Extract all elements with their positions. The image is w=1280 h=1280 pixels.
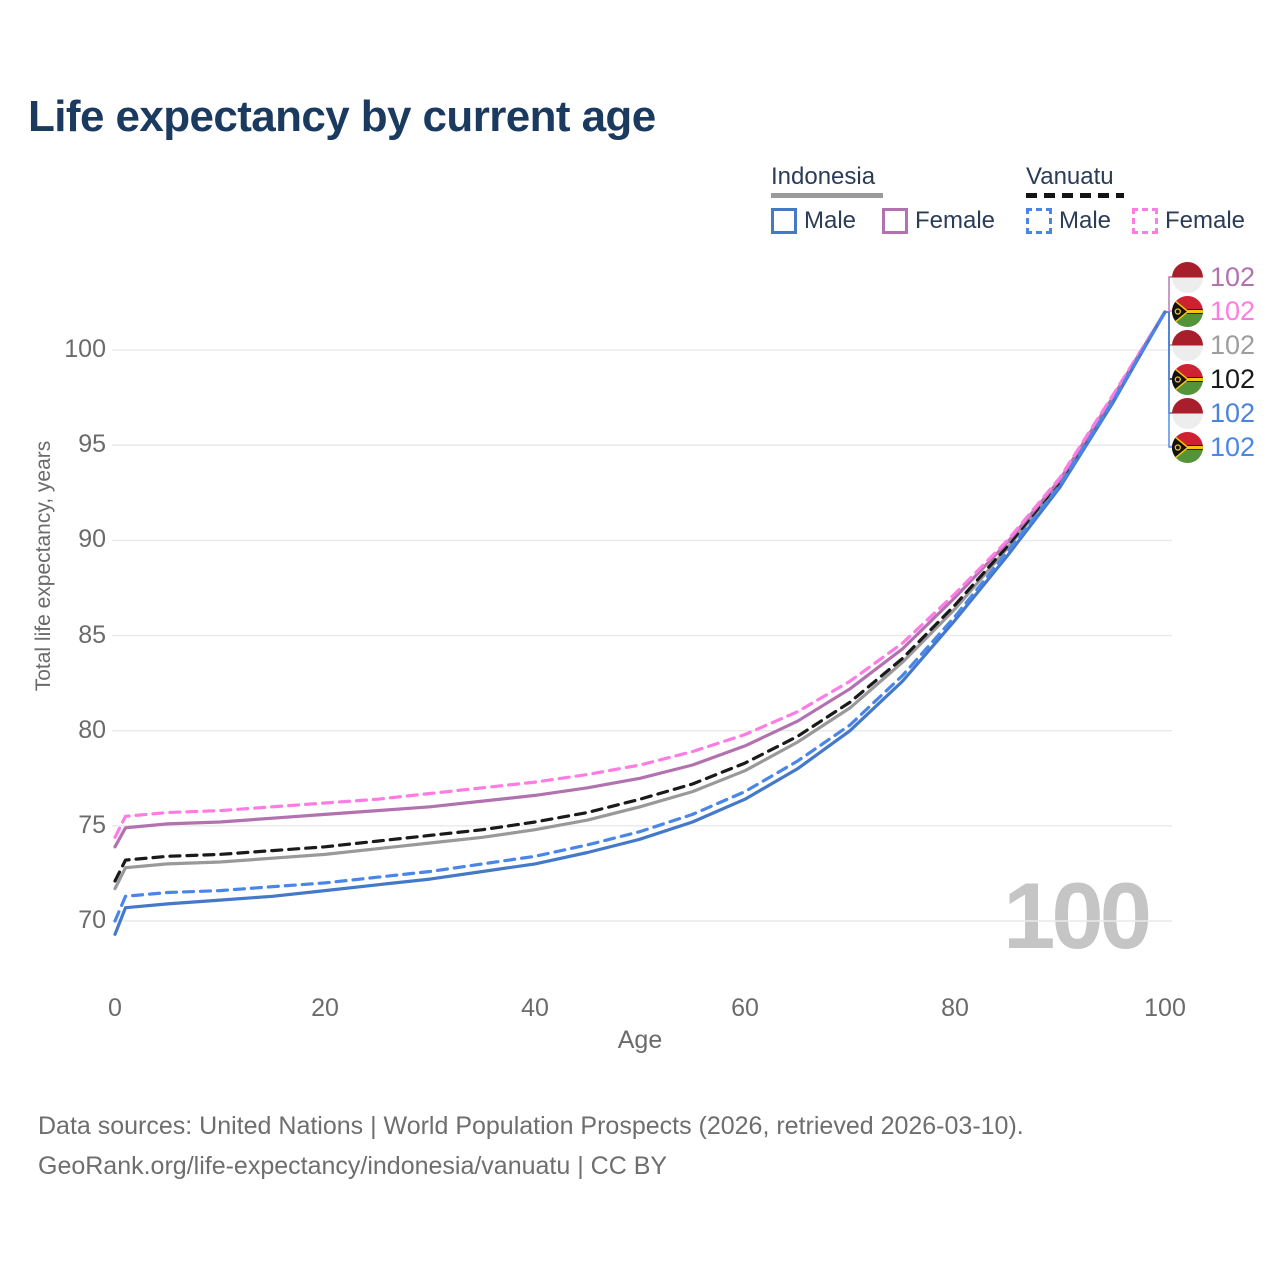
attribution-text: GeoRank.org/life-expectancy/indonesia/va… bbox=[38, 1152, 668, 1180]
legend-item-indonesia-female[interactable]: Female bbox=[882, 207, 995, 235]
end-value: 102 bbox=[1210, 261, 1256, 292]
line-indonesia-total[interactable] bbox=[113, 310, 1167, 891]
legend-country-vanuatu[interactable]: Vanuatu bbox=[1026, 163, 1114, 190]
series-end-label-indonesia-total[interactable]: 102 bbox=[1172, 328, 1255, 362]
legend-group-vanuatu: Vanuatu bbox=[1026, 164, 1124, 198]
line-vanuatu-male[interactable] bbox=[113, 310, 1167, 923]
leader-line bbox=[1165, 311, 1174, 448]
end-value: 102 bbox=[1210, 363, 1256, 394]
legend-country-indonesia[interactable]: Indonesia bbox=[771, 163, 876, 190]
y-tick-label: 75 bbox=[78, 810, 106, 839]
legend-item-vanuatu-male[interactable]: Male bbox=[1026, 207, 1111, 235]
legend-group-indonesia: Indonesia bbox=[771, 164, 883, 198]
indonesia-flag-icon bbox=[1172, 261, 1203, 293]
indonesia-flag-red bbox=[1172, 397, 1203, 413]
end-value: 102 bbox=[1210, 431, 1256, 462]
indonesia-female-swatch-icon bbox=[882, 208, 908, 234]
x-tick-label: 40 bbox=[521, 994, 549, 1022]
page-title: Life expectancy by current age bbox=[28, 92, 656, 141]
indonesia-flag-white bbox=[1172, 345, 1203, 361]
data-sources-text: Data sources: United Nations | World Pop… bbox=[38, 1112, 1024, 1140]
end-value: 102 bbox=[1210, 397, 1256, 428]
age-watermark: 100 bbox=[1003, 863, 1152, 968]
legend-label: Female bbox=[915, 207, 996, 234]
legend-label: Male bbox=[804, 207, 857, 234]
indonesia-male-swatch-icon bbox=[771, 208, 797, 234]
legend-item-vanuatu-female[interactable]: Female bbox=[1132, 207, 1245, 235]
x-tick-label: 20 bbox=[311, 994, 339, 1022]
x-tick-label: 80 bbox=[941, 994, 969, 1022]
indonesia-flag-icon bbox=[1172, 397, 1203, 429]
y-tick-label: 80 bbox=[78, 715, 106, 744]
indonesia-flag-white bbox=[1172, 413, 1203, 429]
indonesia-flag-red bbox=[1172, 329, 1203, 345]
indonesia-flag-white bbox=[1172, 277, 1203, 293]
end-value: 102 bbox=[1210, 329, 1256, 360]
x-tick-label: 60 bbox=[731, 994, 759, 1022]
legend-item-indonesia-male[interactable]: Male bbox=[771, 207, 856, 235]
series-end-label-vanuatu-male[interactable]: 102 bbox=[1172, 430, 1255, 464]
line-indonesia-male[interactable] bbox=[113, 310, 1167, 936]
vanuatu-flag-icon bbox=[1172, 295, 1203, 327]
y-tick-label: 90 bbox=[78, 525, 106, 554]
series-end-label-indonesia-male[interactable]: 102 bbox=[1172, 396, 1255, 430]
legend-label: Male bbox=[1059, 207, 1112, 234]
y-tick-label: 85 bbox=[78, 620, 106, 649]
x-tick-label: 100 bbox=[1144, 994, 1186, 1022]
series-end-label-vanuatu-female[interactable]: 102 bbox=[1172, 294, 1255, 328]
line-indonesia-female[interactable] bbox=[113, 310, 1167, 849]
x-tick-label: 0 bbox=[108, 994, 122, 1022]
y-tick-label: 70 bbox=[78, 906, 106, 934]
y-tick-label: 95 bbox=[78, 430, 106, 459]
vanuatu-dashed-line-key bbox=[1026, 193, 1124, 198]
x-axis-title: Age bbox=[617, 1026, 663, 1054]
series-end-label-vanuatu-total[interactable]: 102 bbox=[1172, 362, 1255, 396]
end-value: 102 bbox=[1210, 295, 1256, 326]
vanuatu-flag-icon bbox=[1172, 431, 1203, 463]
indonesia-flag-red bbox=[1172, 261, 1203, 277]
vanuatu-male-swatch-icon bbox=[1026, 208, 1052, 234]
series-end-label-indonesia-female[interactable]: 102 bbox=[1172, 260, 1255, 294]
footer: Data sources: United Nations | World Pop… bbox=[38, 1106, 1024, 1186]
line-vanuatu-female[interactable] bbox=[113, 310, 1167, 839]
vanuatu-flag-icon bbox=[1172, 363, 1203, 395]
line-vanuatu-total[interactable] bbox=[113, 310, 1167, 883]
y-tick-label: 100 bbox=[64, 335, 106, 364]
indonesia-flag-icon bbox=[1172, 329, 1203, 361]
legend-label: Female bbox=[1165, 207, 1246, 234]
vanuatu-female-swatch-icon bbox=[1132, 208, 1158, 234]
indonesia-solid-line-key bbox=[771, 193, 883, 198]
